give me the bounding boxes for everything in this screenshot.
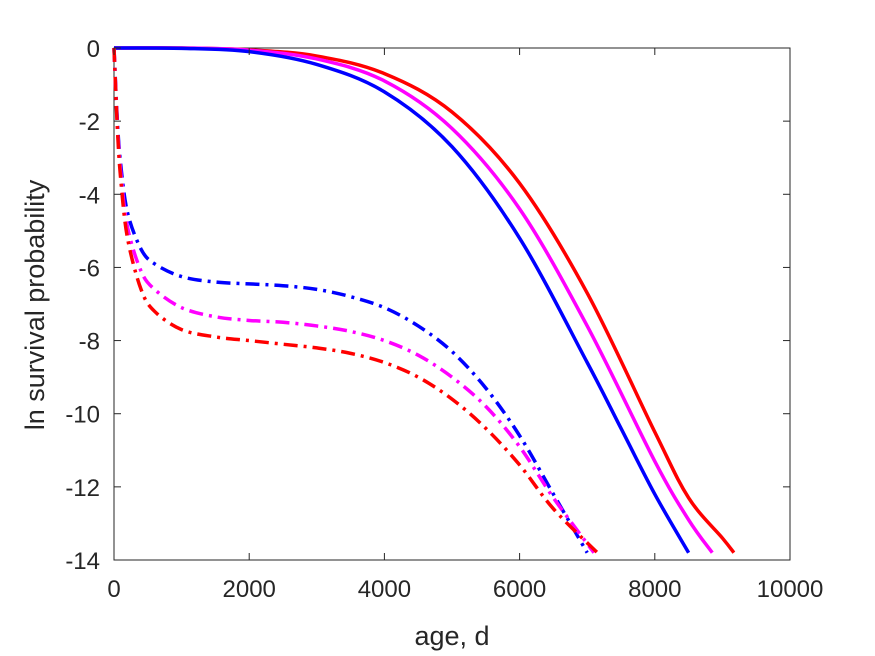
y-tick-label: -6 [79, 255, 100, 282]
y-tick-label: -14 [65, 548, 100, 575]
x-tick-label: 4000 [358, 576, 411, 603]
y-tick-label: -10 [65, 402, 100, 429]
x-axis-ticks: 0 2000 4000 6000 8000 10000 [107, 48, 823, 603]
plot-frame [113, 47, 791, 561]
y-tick-label: -12 [65, 475, 100, 502]
y-axis-ticks: 0 -2 -4 -6 -8 -10 -12 -14 [65, 36, 790, 575]
series-line-6-dashdot [112, 47, 599, 554]
plot-area [113, 47, 791, 561]
series-line-5-dashdot [112, 47, 596, 554]
y-tick-label: -4 [79, 182, 100, 209]
y-tick-label: -8 [79, 329, 100, 356]
x-tick-label: 8000 [628, 576, 681, 603]
x-axis-title: age, d [414, 621, 489, 651]
y-tick-label: -2 [79, 109, 100, 136]
series-layer [112, 46, 736, 554]
x-tick-label: 0 [107, 576, 120, 603]
x-tick-label: 6000 [493, 576, 546, 603]
x-tick-label: 2000 [223, 576, 276, 603]
series-line-3-solid [113, 46, 691, 554]
series-line-4-dashdot [112, 47, 589, 554]
y-axis-title: ln survival probability [20, 179, 50, 430]
x-tick-label: 10000 [757, 576, 824, 603]
y-tick-label: 0 [87, 36, 100, 63]
